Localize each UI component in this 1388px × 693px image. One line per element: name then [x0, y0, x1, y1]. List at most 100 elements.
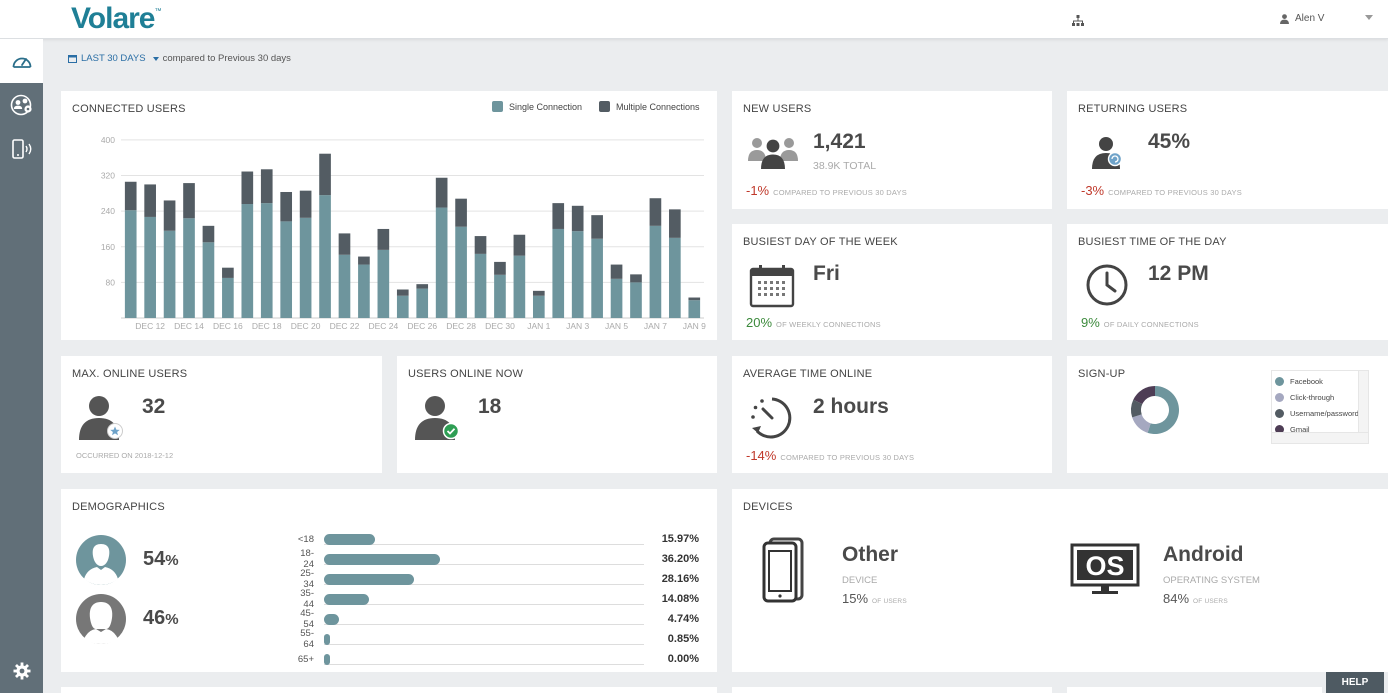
sidebar-item-settings[interactable]: [0, 649, 43, 693]
age-group-bar: [324, 533, 376, 545]
volare-logo[interactable]: Volare™: [71, 2, 162, 36]
bar-single-dec-18: [260, 203, 273, 318]
bar-single-dec-29: [474, 253, 487, 318]
bar-single-jan-7: [649, 225, 662, 318]
legend-horizontal-scrollbar[interactable]: [1272, 432, 1368, 443]
pct-sign: %: [165, 611, 179, 628]
signup-legend-item[interactable]: Username/password: [1272, 405, 1368, 421]
age-group-track: [324, 573, 644, 585]
bar-multiple-dec-20: [299, 190, 312, 218]
age-group-label: 55-64: [300, 628, 314, 650]
donut-slice-click-through: [1132, 414, 1151, 433]
mobile-device-icon: [762, 537, 804, 603]
bar-multiple-dec-22: [338, 233, 351, 255]
y-tick-label: 320: [101, 171, 115, 181]
card-title: DEMOGRAPHICS: [72, 501, 165, 513]
pct-sign: %: [165, 552, 179, 569]
new-users-value: 1,421: [813, 130, 866, 153]
age-group-label: 35-44: [300, 588, 314, 610]
bar-single-jan-1: [532, 295, 545, 318]
signup-legend-item[interactable]: Facebook: [1272, 373, 1368, 389]
user-name: Alen V: [1295, 13, 1325, 24]
signup-legend-item[interactable]: Click-through: [1272, 389, 1368, 405]
network-icon[interactable]: [1072, 13, 1084, 31]
age-group-label: 65+: [297, 653, 314, 665]
bar-multiple-dec-14: [183, 183, 195, 219]
bar-multiple-dec-13: [163, 200, 176, 231]
max-online-card: MAX. ONLINE USERS 32 OCCURRED ON 2018-12…: [61, 356, 382, 473]
bar-single-dec-16: [222, 277, 234, 318]
x-tick-label: JAN 7: [644, 321, 667, 331]
share-value: 9%: [1081, 315, 1100, 330]
age-group-bar: [324, 633, 330, 645]
card-title: RETURNING USERS: [1078, 103, 1188, 115]
legend-single[interactable]: Single Connection: [492, 101, 582, 112]
x-tick-label: DEC 18: [252, 321, 282, 331]
x-tick-label: DEC 20: [291, 321, 321, 331]
bar-multiple-jan-1: [532, 290, 545, 296]
card-title: USERS ONLINE NOW: [408, 368, 524, 380]
change-value: -3%: [1081, 183, 1105, 198]
female-avatar-icon: [76, 594, 126, 644]
age-group-row: 35-44 14.08%: [291, 588, 711, 610]
new-users-total: 38.9K TOTAL: [813, 160, 877, 172]
os-name: Android: [1163, 543, 1244, 566]
sidebar-item-dashboard[interactable]: [0, 39, 43, 83]
age-group-label: 45-54: [300, 608, 314, 630]
user-menu-chevron-down-icon[interactable]: [1365, 15, 1373, 20]
legend-swatch: [492, 101, 503, 112]
signup-legend-item[interactable]: Gmail: [1272, 421, 1368, 437]
x-tick-label: DEC 22: [330, 321, 360, 331]
bar-multiple-dec-21: [319, 153, 331, 196]
next-card-partial: [732, 687, 1052, 693]
age-group-label: 25-34: [300, 568, 314, 590]
x-tick-label: DEC 16: [213, 321, 243, 331]
bar-single-dec-25: [396, 295, 409, 318]
busiest-time-share: 9% OF DAILY CONNECTIONS: [1081, 315, 1199, 330]
bar-single-jan-6: [630, 282, 642, 318]
bar-multiple-dec-26: [416, 284, 429, 289]
card-title: DEVICES: [743, 501, 793, 513]
bar-multiple-dec-19: [280, 191, 293, 222]
bar-multiple-jan-5: [610, 264, 623, 279]
device-share: 15% OF USERS: [842, 591, 907, 606]
busiest-day-card: BUSIEST DAY OF THE WEEK Fri 20% OF WEEKL…: [732, 224, 1052, 340]
device-pct-label: OF USERS: [872, 598, 907, 605]
sidebar-item-users[interactable]: [0, 83, 43, 127]
new-users-card: NEW USERS 1,421 38.9K TOTAL -1% COMPARED…: [732, 91, 1052, 209]
legend-label: Multiple Connections: [616, 101, 700, 112]
connected-users-card: CONNECTED USERS Single Connection Multip…: [61, 91, 717, 340]
busiest-day-share: 20% OF WEEKLY CONNECTIONS: [746, 315, 881, 330]
sidebar-item-devices[interactable]: [0, 127, 43, 171]
age-group-row: 55-64 0.85%: [291, 628, 711, 650]
new-users-change: -1% COMPARED TO PREVIOUS 30 DAYS: [746, 183, 907, 198]
card-title: AVERAGE TIME ONLINE: [743, 368, 873, 380]
age-group-label: 18-24: [300, 548, 314, 570]
bar-multiple-dec-23: [358, 256, 370, 265]
bar-multiple-jan-7: [649, 198, 662, 226]
help-button[interactable]: HELP: [1326, 672, 1384, 693]
bar-multiple-dec-29: [474, 236, 487, 254]
period-dropdown[interactable]: LAST 30 DAYS: [68, 53, 159, 64]
bar-multiple-dec-17: [241, 171, 254, 205]
avg-time-value: 2 hours: [813, 395, 889, 418]
signup-donut-chart: [1131, 386, 1179, 434]
legend-vertical-scrollbar[interactable]: [1358, 371, 1368, 433]
bar-single-dec-20: [299, 217, 312, 318]
user-icon: [1280, 13, 1289, 24]
age-group-row: 65+ 0.00%: [291, 650, 711, 668]
age-group-row: 45-54 4.74%: [291, 608, 711, 630]
bar-single-jan-4: [591, 238, 603, 318]
demographics-card: DEMOGRAPHICS 54% 46% <18 15.97% 18-24 36.20…: [61, 489, 717, 672]
change-label: COMPARED TO PREVIOUS 30 DAYS: [773, 188, 907, 197]
legend-multiple[interactable]: Multiple Connections: [599, 101, 700, 112]
bar-single-dec-15: [202, 242, 215, 318]
devices-card: DEVICES Other DEVICE 15% OF USERS OS And…: [732, 489, 1388, 672]
age-group-track: [324, 613, 644, 625]
age-group-bar: [324, 573, 415, 585]
x-tick-label: DEC 24: [368, 321, 398, 331]
signup-card: SIGN-UP Facebook Click-through Username/pa…: [1067, 356, 1388, 473]
user-menu[interactable]: Alen V: [1280, 13, 1324, 24]
legend-label: Username/password: [1290, 408, 1359, 418]
donut-slice-username-password: [1131, 399, 1143, 418]
